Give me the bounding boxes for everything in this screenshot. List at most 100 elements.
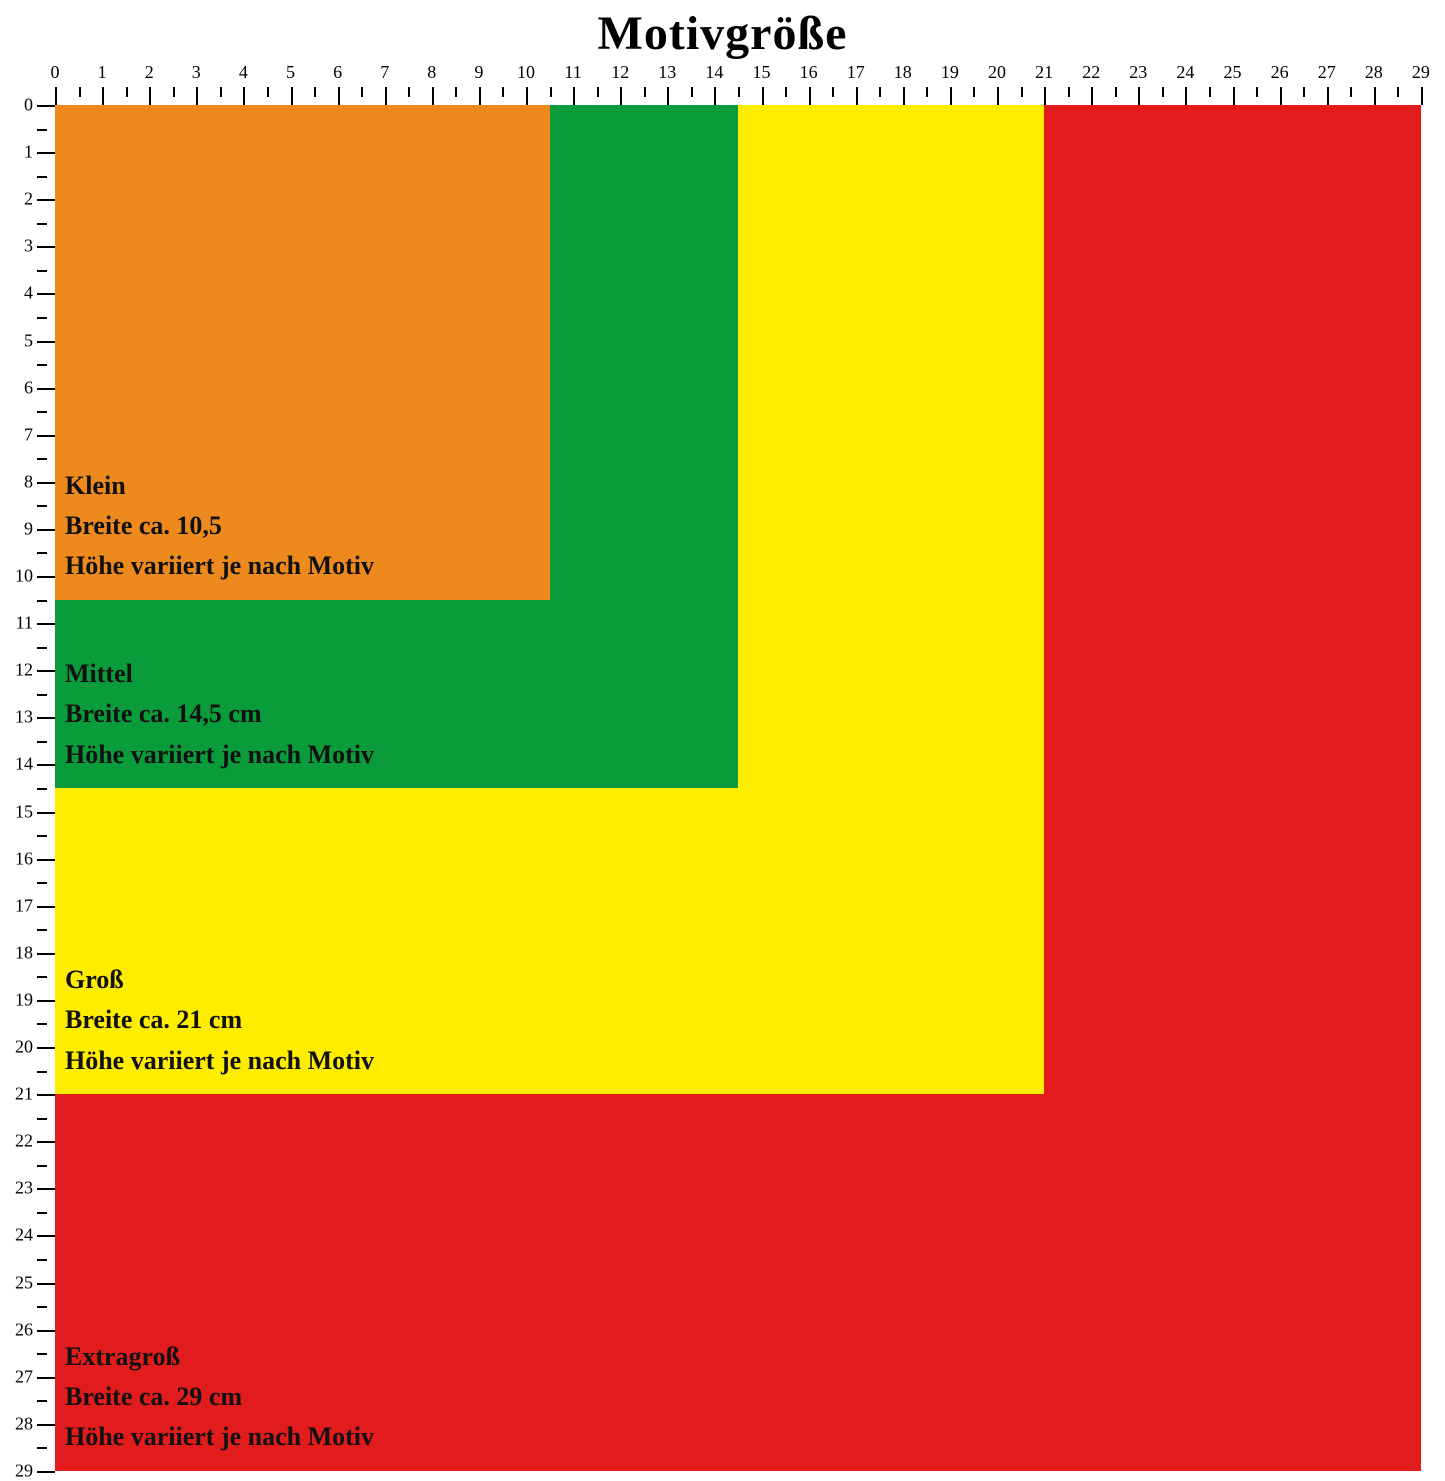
ruler-v-label: 21 <box>15 1084 33 1105</box>
ruler-v-tick-minor <box>37 505 47 507</box>
size-label-line: Groß <box>65 960 374 1000</box>
ruler-v-tick-minor <box>37 552 47 554</box>
ruler-v-tick-minor <box>37 1259 47 1261</box>
ruler-v-tick <box>37 1377 55 1379</box>
ruler-h-label: 17 <box>847 62 865 83</box>
ruler-v-tick-minor <box>37 1165 47 1167</box>
ruler-v-tick-minor <box>37 976 47 978</box>
ruler-h-tick <box>243 87 245 105</box>
ruler-v-label: 27 <box>15 1366 33 1387</box>
size-label-line: Höhe variiert je nach Motiv <box>65 1417 374 1457</box>
size-label-line: Klein <box>65 466 374 506</box>
page-title: Motivgröße <box>0 0 1445 61</box>
ruler-v-tick <box>37 764 55 766</box>
ruler-v-tick <box>37 529 55 531</box>
ruler-h-tick-minor <box>738 87 740 97</box>
ruler-v-tick <box>37 1330 55 1332</box>
ruler-h-tick <box>102 87 104 105</box>
ruler-v-tick-minor <box>37 600 47 602</box>
ruler-vertical: 0123456789101112131415161718192021222324… <box>0 105 55 1435</box>
ruler-h-tick-minor <box>879 87 881 97</box>
ruler-h-label: 8 <box>427 62 436 83</box>
ruler-h-label: 25 <box>1224 62 1242 83</box>
ruler-v-tick-minor <box>37 1447 47 1449</box>
ruler-v-tick-minor <box>37 129 47 131</box>
ruler-v-label: 17 <box>15 895 33 916</box>
ruler-h-tick <box>196 87 198 105</box>
ruler-v-tick <box>37 623 55 625</box>
ruler-v-tick-minor <box>37 270 47 272</box>
size-label-line: Höhe variiert je nach Motiv <box>65 735 374 775</box>
ruler-v-tick-minor <box>37 929 47 931</box>
ruler-h-tick-minor <box>79 87 81 97</box>
ruler-h-label: 14 <box>705 62 723 83</box>
ruler-v-tick <box>37 1094 55 1096</box>
ruler-h-tick-minor <box>1350 87 1352 97</box>
ruler-h-tick <box>149 87 151 105</box>
ruler-h-tick <box>291 87 293 105</box>
ruler-v-tick <box>37 246 55 248</box>
ruler-v-label: 4 <box>24 283 33 304</box>
ruler-h-tick <box>526 87 528 105</box>
ruler-h-label: 13 <box>658 62 676 83</box>
ruler-v-tick <box>37 576 55 578</box>
ruler-h-label: 0 <box>51 62 60 83</box>
ruler-h-label: 23 <box>1129 62 1147 83</box>
ruler-h-label: 7 <box>380 62 389 83</box>
ruler-h-label: 24 <box>1176 62 1194 83</box>
ruler-v-label: 8 <box>24 471 33 492</box>
ruler-h-tick-minor <box>926 87 928 97</box>
ruler-h-label: 22 <box>1082 62 1100 83</box>
ruler-v-tick-minor <box>37 1353 47 1355</box>
ruler-h-tick-minor <box>361 87 363 97</box>
ruler-v-tick <box>37 293 55 295</box>
ruler-h-tick-minor <box>550 87 552 97</box>
ruler-h-tick <box>1091 87 1093 105</box>
ruler-h-label: 1 <box>98 62 107 83</box>
size-label-gross: GroßBreite ca. 21 cmHöhe variiert je nac… <box>65 960 374 1081</box>
ruler-h-label: 29 <box>1412 62 1430 83</box>
ruler-h-tick-minor <box>785 87 787 97</box>
ruler-v-label: 25 <box>15 1272 33 1293</box>
ruler-v-tick-minor <box>37 1071 47 1073</box>
ruler-v-tick-minor <box>37 835 47 837</box>
ruler-v-label: 20 <box>15 1037 33 1058</box>
ruler-v-tick <box>37 341 55 343</box>
ruler-h-tick <box>809 87 811 105</box>
ruler-h-tick-minor <box>267 87 269 97</box>
size-label-line: Breite ca. 14,5 cm <box>65 694 374 734</box>
ruler-h-tick <box>950 87 952 105</box>
ruler-v-label: 26 <box>15 1319 33 1340</box>
ruler-h-label: 10 <box>517 62 535 83</box>
ruler-h-tick-minor <box>1162 87 1164 97</box>
ruler-h-tick <box>573 87 575 105</box>
ruler-v-tick <box>37 1188 55 1190</box>
ruler-v-tick-minor <box>37 317 47 319</box>
size-label-line: Breite ca. 21 cm <box>65 1000 374 1040</box>
ruler-v-tick <box>37 482 55 484</box>
ruler-h-tick <box>1044 87 1046 105</box>
ruler-v-label: 9 <box>24 518 33 539</box>
ruler-v-tick <box>37 152 55 154</box>
ruler-v-label: 29 <box>15 1460 33 1481</box>
ruler-horizontal: 0123456789101112131415161718192021222324… <box>55 60 1435 105</box>
ruler-h-label: 18 <box>894 62 912 83</box>
ruler-v-tick <box>37 953 55 955</box>
ruler-h-label: 27 <box>1318 62 1336 83</box>
ruler-v-tick-minor <box>37 647 47 649</box>
ruler-h-tick <box>1280 87 1282 105</box>
ruler-h-tick-minor <box>173 87 175 97</box>
ruler-v-tick-minor <box>37 788 47 790</box>
ruler-v-label: 19 <box>15 989 33 1010</box>
ruler-v-tick <box>37 1141 55 1143</box>
ruler-v-tick-minor <box>37 1212 47 1214</box>
ruler-v-tick-minor <box>37 364 47 366</box>
ruler-h-tick-minor <box>1303 87 1305 97</box>
ruler-v-tick-minor <box>37 1118 47 1120</box>
ruler-v-label: 7 <box>24 424 33 445</box>
size-label-line: Höhe variiert je nach Motiv <box>65 1041 374 1081</box>
ruler-v-tick <box>37 859 55 861</box>
ruler-h-tick-minor <box>644 87 646 97</box>
ruler-h-tick <box>1421 87 1423 105</box>
ruler-v-tick-minor <box>37 223 47 225</box>
